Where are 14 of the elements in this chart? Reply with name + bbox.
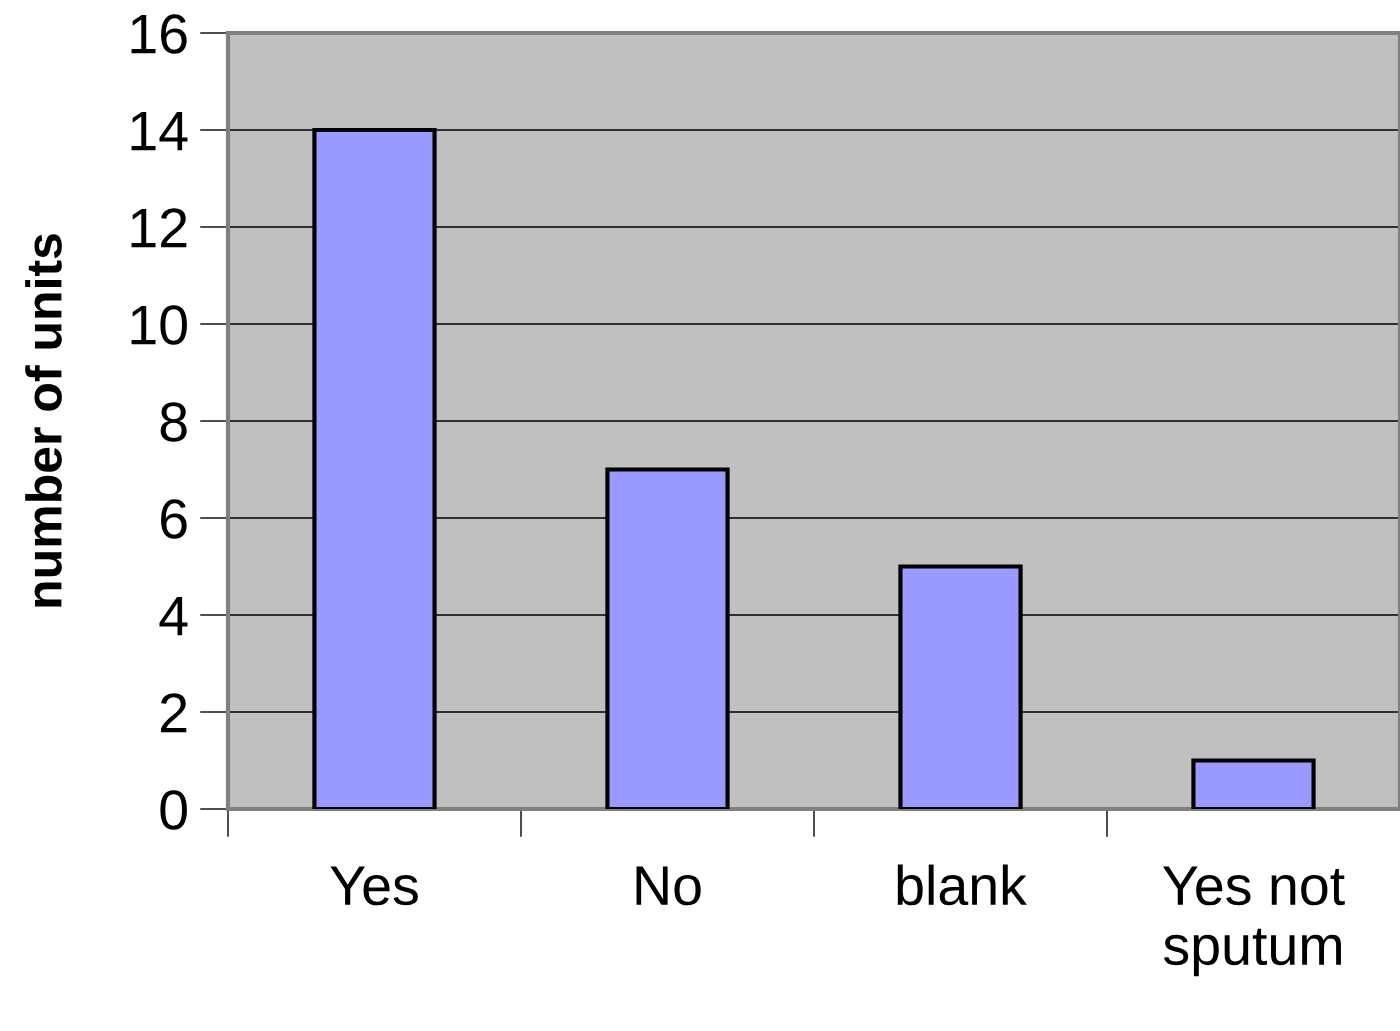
x-tick-label: blank (897, 864, 1027, 906)
y-tick-label: 14 (131, 111, 188, 151)
x-tick-label: Yes not sputum (1163, 866, 1345, 977)
y-tick-label: 10 (131, 305, 187, 345)
y-tick-label: 8 (160, 402, 187, 442)
y-tick-label: 0 (160, 790, 187, 830)
x-tick-label: Yes (330, 866, 418, 906)
y-tick-label: 12 (131, 208, 187, 248)
x-tick-label: No (636, 866, 701, 906)
y-tick-label: 6 (161, 499, 187, 539)
y-tick-label: 16 (131, 14, 187, 54)
y-tick-label: 2 (161, 693, 187, 733)
y-axis-title: number of units (25, 234, 62, 607)
y-tick-label: 4 (159, 596, 188, 636)
